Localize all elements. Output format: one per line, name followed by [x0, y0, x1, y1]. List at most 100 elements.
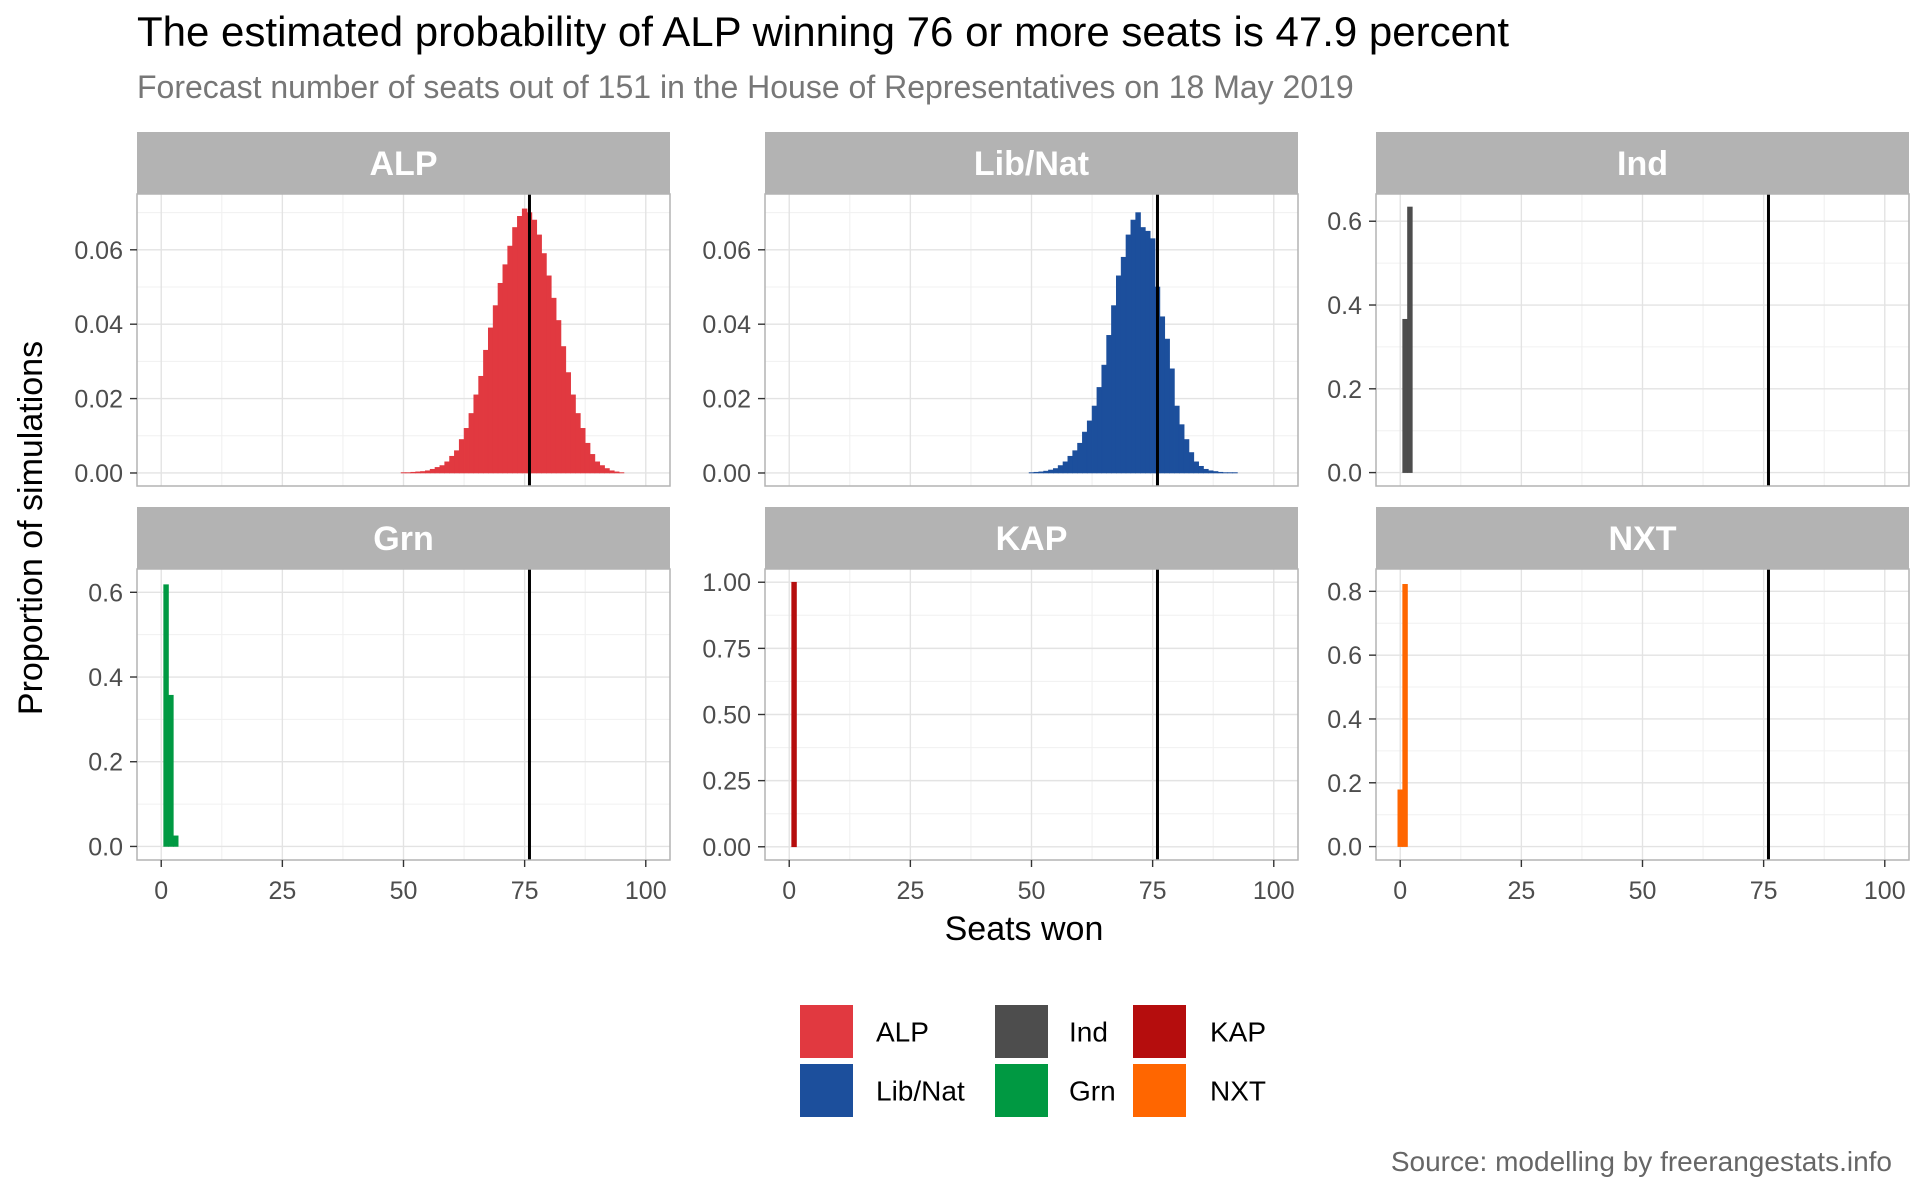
legend-key-ind — [995, 1005, 1048, 1058]
bar-lib-nat-64 — [1096, 387, 1103, 474]
bar-alp-83 — [560, 346, 567, 474]
bar-lib-nat-68 — [1115, 275, 1122, 474]
bar-alp-86 — [575, 413, 581, 474]
bar-lib-nat-72 — [1135, 212, 1141, 474]
bar-alp-68 — [487, 327, 494, 474]
bar-lib-nat-80 — [1174, 405, 1180, 474]
bar-alp-91 — [599, 465, 605, 474]
chart-title: The estimated probability of ALP winning… — [137, 8, 1509, 55]
bar-alp-94 — [613, 471, 620, 474]
bar-alp-66 — [478, 375, 484, 474]
bar-lib-nat-82 — [1183, 439, 1190, 474]
legend-key-alp — [800, 1005, 853, 1058]
bar-alp-82 — [555, 320, 562, 474]
strip-nxt — [1376, 507, 1909, 569]
bar-alp-64 — [468, 413, 475, 474]
bar-alp-69 — [492, 305, 499, 474]
bar-alp-59 — [444, 461, 450, 474]
bar-alp-88 — [584, 442, 591, 474]
bar-lib-nat-83 — [1188, 452, 1195, 474]
legend-key-lib-nat — [800, 1064, 853, 1117]
y-tick-label: 0.75 — [702, 635, 751, 663]
bar-lib-nat-59 — [1072, 450, 1078, 474]
x-tick-label: 25 — [1507, 877, 1535, 905]
legend-label-nxt: NXT — [1210, 1076, 1266, 1107]
bar-alp-81 — [550, 297, 557, 474]
bar-alp-70 — [497, 282, 504, 474]
bar-lib-nat-53 — [1043, 470, 1049, 474]
y-tick-label: 0.4 — [1327, 292, 1362, 320]
bar-lib-nat-55 — [1053, 468, 1059, 474]
y-tick-label: 0.0 — [1327, 834, 1362, 862]
bar-lib-nat-58 — [1067, 455, 1073, 474]
x-tick-label: 25 — [268, 877, 296, 905]
strip-grn — [137, 507, 670, 569]
bar-lib-nat-86 — [1203, 468, 1209, 474]
bar-alp-72 — [507, 245, 513, 474]
bar-alp-57 — [434, 467, 441, 474]
x-tick-label: 75 — [1139, 877, 1167, 905]
bar-grn-2 — [168, 694, 174, 847]
bar-alp-84 — [565, 372, 571, 474]
panel-border — [1375, 193, 1910, 487]
bar-alp-65 — [473, 394, 479, 474]
bar-lib-nat-75 — [1149, 238, 1156, 474]
bar-lib-nat-87 — [1208, 470, 1214, 474]
chart-subtitle: Forecast number of seats out of 151 in t… — [137, 69, 1354, 105]
legend-key-kap — [1133, 1005, 1186, 1058]
bar-lib-nat-84 — [1193, 461, 1199, 474]
legend-label-kap: KAP — [1210, 1017, 1266, 1048]
bar-alp-54 — [420, 471, 426, 474]
bar-lib-nat-85 — [1198, 465, 1204, 474]
panel-kap: KAP 0.00 0.25 0.50 0.75 1.00 0 25 50 75 100 — [702, 507, 1299, 905]
x-tick-label: 0 — [782, 877, 796, 905]
strip-alp — [137, 132, 670, 194]
bar-lib-nat-71 — [1130, 219, 1136, 474]
bar-alp-89 — [589, 454, 596, 474]
bar-lib-nat-54 — [1048, 469, 1054, 474]
bar-alp-63 — [463, 428, 470, 474]
bar-lib-nat-66 — [1106, 335, 1112, 474]
y-axis-title: Proportion of simulations — [12, 341, 50, 715]
y-tick-label: 0.0 — [1327, 460, 1362, 488]
legend-label-ind: Ind — [1069, 1017, 1108, 1048]
bar-alp-75 — [521, 208, 528, 474]
x-tick-label: 25 — [896, 877, 924, 905]
y-tick-label: 0.6 — [88, 579, 123, 607]
y-tick-label: 0.06 — [702, 237, 751, 265]
bar-grn-3 — [173, 835, 179, 847]
y-tick-label: 0.00 — [702, 460, 751, 488]
bar-lib-nat-74 — [1145, 230, 1151, 474]
panel-nxt: NXT 0.0 0.2 0.4 0.6 0.8 0 25 50 75 100 — [1327, 507, 1910, 905]
bar-lib-nat-73 — [1140, 227, 1146, 474]
y-tick-label: 0.02 — [74, 386, 123, 414]
bar-alp-60 — [449, 455, 455, 474]
x-tick-label: 50 — [1018, 877, 1046, 905]
bar-lib-nat-57 — [1062, 461, 1069, 474]
strip-label-lib-nat: Lib/Nat — [974, 145, 1089, 183]
strip-ind — [1376, 132, 1909, 194]
y-tick-label: 0.4 — [1327, 706, 1362, 734]
bar-ind-2 — [1407, 206, 1413, 473]
y-tick-label: 0.2 — [1327, 770, 1362, 798]
bar-alp-78 — [536, 234, 542, 474]
y-tick-label: 0.50 — [702, 702, 751, 730]
bar-nxt-1 — [1402, 584, 1408, 847]
bar-lib-nat-52 — [1038, 471, 1044, 474]
y-tick-label: 0.4 — [88, 664, 123, 692]
bar-lib-nat-81 — [1178, 424, 1185, 474]
strip-label-alp: ALP — [370, 145, 438, 183]
bar-lib-nat-61 — [1082, 431, 1088, 474]
legend: ALP Lib/Nat Ind Grn KAP NXT — [800, 1005, 1266, 1117]
bar-alp-53 — [415, 471, 421, 474]
y-tick-label: 0.04 — [702, 311, 751, 339]
strip-label-grn: Grn — [373, 520, 433, 558]
panel-grn: Grn 0.0 0.2 0.4 0.6 0 25 50 75 100 — [88, 507, 671, 905]
y-tick-label: 0.2 — [88, 749, 123, 777]
bar-alp-62 — [458, 439, 465, 474]
bar-lib-nat-65 — [1101, 364, 1107, 474]
y-tick-label: 0.06 — [74, 237, 123, 265]
y-tick-label: 0.00 — [74, 460, 123, 488]
bar-lib-nat-88 — [1212, 471, 1219, 474]
y-tick-label: 1.00 — [702, 569, 751, 597]
